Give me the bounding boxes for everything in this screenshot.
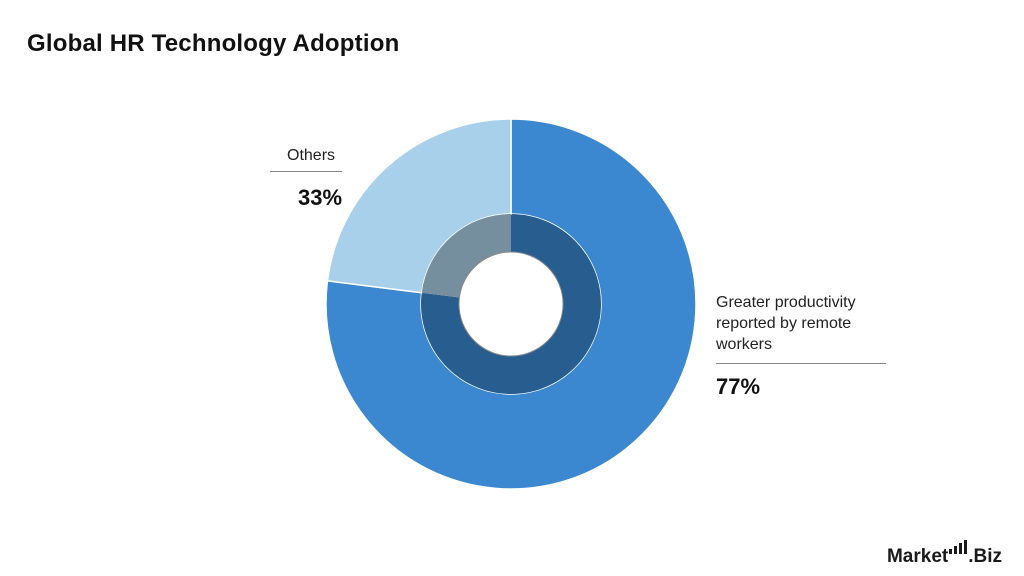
slice-value-others: 33% — [298, 185, 343, 210]
label-divider-others — [270, 171, 342, 172]
donut-hole — [458, 251, 564, 357]
inner-ring-slice-others — [421, 214, 511, 298]
slice-label-others: Others — [287, 147, 336, 164]
slice-value-productivity: 77% — [716, 374, 761, 399]
slice-label-productivity: Greater productivity reported by remote … — [716, 294, 856, 353]
logo-bars-icon — [949, 540, 968, 554]
inner-ring-slice-productivity — [421, 214, 602, 394]
logo-text-market: Market — [886, 546, 949, 567]
brand-logo: Market .Biz — [887, 538, 1002, 568]
chart-title: Global HR Technology Adoption — [27, 30, 400, 57]
label-divider-productivity — [716, 363, 886, 364]
logo-text-biz: .Biz — [968, 546, 1002, 567]
